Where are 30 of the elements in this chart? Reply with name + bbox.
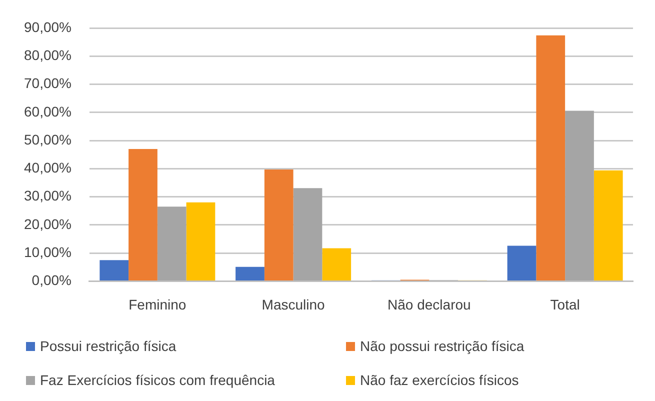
y-tick-label: 50,00% — [24, 131, 72, 148]
legend-label: Possui restrição física — [40, 338, 176, 354]
x-tick-label: Não declarou — [388, 296, 471, 312]
y-tick-label: 70,00% — [24, 75, 72, 92]
x-tick-label: Total — [550, 296, 580, 312]
bar — [322, 248, 352, 280]
bar — [536, 35, 566, 280]
bar — [128, 148, 158, 280]
y-tick-label: 80,00% — [24, 46, 72, 63]
bar — [100, 260, 129, 280]
bar — [186, 202, 216, 280]
y-tick-label: 10,00% — [24, 244, 72, 260]
legend-label: Faz Exercícios físicos com frequência — [40, 372, 275, 388]
bar — [507, 246, 536, 280]
y-tick-label: 0,00% — [32, 272, 72, 288]
y-tick-label: 20,00% — [24, 216, 72, 232]
y-tick-label: 60,00% — [24, 103, 72, 120]
legend-label: Não possui restrição física — [360, 338, 524, 354]
bar — [264, 170, 294, 280]
x-tick-label: Masculino — [262, 296, 326, 312]
legend-label: Não faz exercícios físicos — [360, 372, 519, 388]
y-tick-label: 40,00% — [24, 160, 72, 176]
bar — [157, 206, 186, 280]
bar — [236, 266, 264, 280]
y-tick-label: 30,00% — [24, 188, 72, 204]
bar — [293, 188, 322, 280]
bar — [565, 110, 594, 280]
y-tick-label: 90,00% — [24, 18, 72, 35]
bar — [594, 170, 623, 280]
x-tick-label: Feminino — [128, 296, 186, 312]
